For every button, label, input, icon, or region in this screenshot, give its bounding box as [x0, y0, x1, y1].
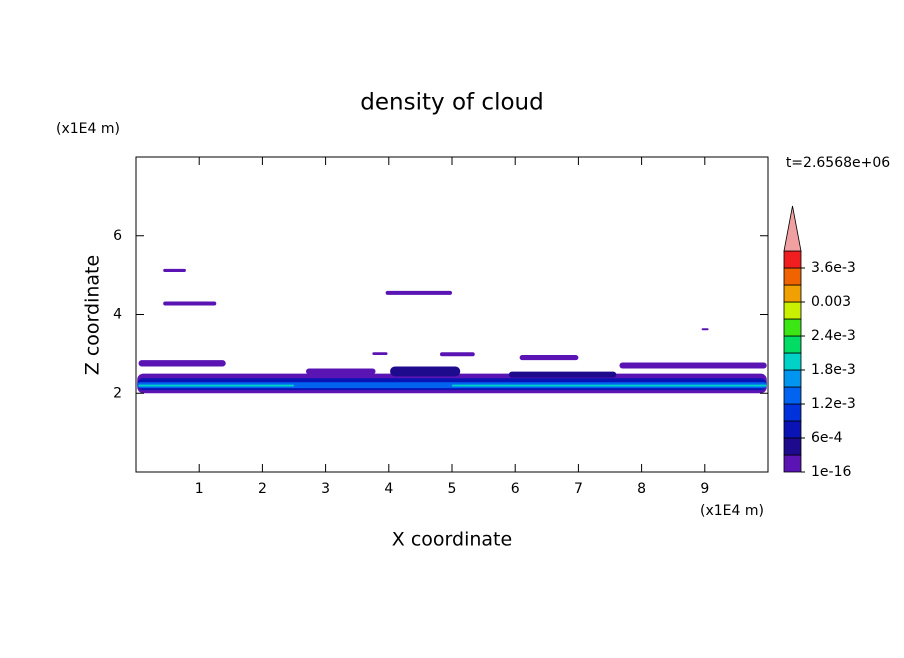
chart-title: density of cloud	[360, 90, 543, 116]
colorbar-tick-label: 1.2e-3	[811, 396, 856, 412]
colorbar-tick-label: 0.003	[811, 294, 851, 310]
x-unit: (x1E4 m)	[700, 503, 764, 519]
y-unit: (x1E4 m)	[56, 121, 120, 137]
y-tick-label: 2	[113, 385, 122, 401]
x-tick-label: 1	[195, 481, 204, 497]
y-axis-label: Z coordinate	[82, 255, 104, 375]
contour-region	[137, 382, 767, 389]
contour-region	[701, 328, 709, 331]
x-tick-label: 7	[574, 481, 583, 497]
colorbar-tick-label: 1e-16	[811, 464, 851, 480]
colorbar-tick-label: 6e-4	[811, 430, 843, 446]
colorbar-band	[783, 301, 802, 320]
colorbar-band	[783, 369, 802, 388]
colorbar-band	[783, 284, 802, 303]
colorbar-tick-label: 1.8e-3	[811, 362, 856, 378]
contour-region	[452, 384, 767, 387]
x-tick-label: 2	[258, 481, 267, 497]
colorbar-band	[783, 403, 802, 422]
colorbar-band	[783, 437, 802, 456]
contour-region	[138, 360, 226, 367]
plot-frame	[135, 156, 769, 473]
contour-region	[508, 371, 617, 378]
colorbar-band	[783, 420, 802, 439]
contour-region	[163, 268, 186, 272]
time-annotation: t=2.6568e+06	[786, 155, 890, 171]
y-tick-label: 6	[113, 228, 122, 244]
contour-region	[138, 384, 294, 387]
contour-region	[619, 362, 767, 369]
x-tick-label: 5	[448, 481, 457, 497]
contour-region	[439, 352, 475, 357]
x-tick-label: 6	[511, 481, 520, 497]
colorbar-extend	[783, 205, 802, 252]
x-tick-label: 8	[637, 481, 646, 497]
colorbar-band	[783, 352, 802, 371]
colorbar-tick-label: 3.6e-3	[811, 260, 856, 276]
x-axis-label: X coordinate	[392, 529, 512, 551]
colorbar-band	[783, 386, 802, 405]
colorbar-tick-label: 2.4e-3	[811, 328, 856, 344]
contour-region	[306, 368, 376, 375]
x-tick-label: 9	[700, 481, 709, 497]
colorbar-band	[783, 454, 802, 473]
colorbar-band	[783, 250, 802, 269]
x-tick-label: 3	[321, 481, 330, 497]
x-tick-label: 4	[384, 481, 393, 497]
contour-region	[163, 301, 217, 306]
contour-region	[519, 355, 579, 361]
y-tick-label: 4	[113, 307, 122, 323]
colorbar-band	[783, 318, 802, 337]
contour-region	[390, 366, 461, 377]
colorbar-band	[783, 335, 802, 354]
contour-region	[385, 290, 452, 295]
contour-region	[372, 352, 388, 356]
colorbar-band	[783, 267, 802, 286]
